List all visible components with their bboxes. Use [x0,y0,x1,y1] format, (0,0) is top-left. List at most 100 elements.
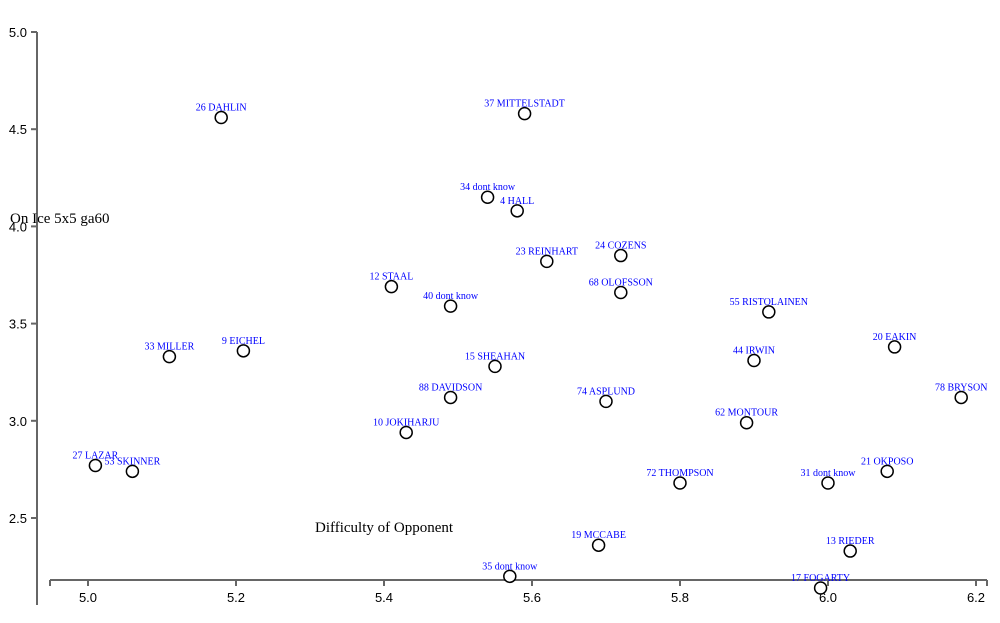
data-point[interactable]: 13 RIEDER [826,536,875,558]
point-label: 37 MITTELSTADT [484,99,565,110]
y-tick-label: 3.0 [9,414,27,429]
data-point[interactable]: 21 OKPOSO [861,456,914,479]
point-marker[interactable] [443,390,458,405]
point-marker[interactable] [125,464,140,479]
data-point[interactable]: 26 DAHLIN [196,103,247,125]
data-point[interactable]: 88 DAVIDSON [419,382,482,405]
x-tick-label: 6.2 [967,590,985,605]
point-marker[interactable] [503,569,517,584]
point-marker[interactable] [162,349,177,364]
point-label: 31 dont know [801,468,857,479]
data-point[interactable]: 20 EAKIN [873,332,917,354]
point-label: 24 COZENS [595,241,646,252]
data-point[interactable]: 17 FOGARTY [791,573,850,595]
point-marker[interactable] [880,464,894,479]
data-point[interactable]: 55 RISTOLAINEN [730,297,808,319]
y-tick-label: 3.5 [9,317,27,332]
point-marker[interactable] [887,340,902,354]
point-marker[interactable] [614,248,628,263]
point-marker[interactable] [399,425,413,440]
data-point[interactable]: 72 THOMPSON [646,468,714,490]
data-point[interactable]: 4 HALL [500,196,534,218]
point-label: 20 EAKIN [873,332,917,343]
point-marker[interactable] [821,476,835,490]
data-point[interactable]: 53 SKINNER [104,456,161,479]
point-marker[interactable] [236,344,251,358]
data-point[interactable]: 9 EICHEL [222,336,265,358]
data-point[interactable]: 35 dont know [482,561,538,584]
point-marker[interactable] [591,538,606,552]
x-tick-label: 5.4 [375,590,393,605]
point-label: 21 OKPOSO [861,456,914,467]
x-tick-label: 5.8 [671,590,689,605]
data-point[interactable]: 27 LAZAR [72,451,119,473]
data-point[interactable]: 74 ASPLUND [577,386,635,409]
data-point[interactable]: 12 STAAL [369,272,413,294]
point-label: 12 STAAL [369,272,413,283]
x-tick-label: 5.0 [79,590,97,605]
point-label: 40 dont know [423,291,479,302]
point-label: 78 BRYSON [935,382,988,393]
data-point[interactable]: 33 MILLER [145,342,195,364]
point-marker[interactable] [739,415,754,430]
point-label: 15 SHEAHAN [465,351,525,362]
y-tick-label: 5.0 [9,25,27,40]
point-label: 55 RISTOLAINEN [730,297,808,308]
point-label: 68 OLOFSSON [589,277,653,288]
data-point[interactable]: 44 IRWIN [733,346,775,368]
point-marker[interactable] [384,279,399,294]
point-marker[interactable] [843,544,857,558]
point-marker[interactable] [443,299,458,313]
point-label: 10 JOKIHARJU [373,417,440,428]
data-points: 26 DAHLIN 37 MITTELSTADT 34 dont know 4 HAL… [72,99,988,595]
point-label: 9 EICHEL [222,336,265,347]
point-marker[interactable] [488,359,502,374]
point-label: 17 FOGARTY [791,573,850,584]
point-label: 4 HALL [500,196,534,207]
point-label: 27 LAZAR [72,451,118,462]
data-point[interactable]: 68 OLOFSSON [589,277,653,300]
point-marker[interactable] [480,190,495,204]
data-point[interactable]: 37 MITTELSTADT [484,99,565,121]
point-label: 33 MILLER [145,342,195,353]
data-point[interactable]: 19 MCCABE [571,530,626,552]
point-marker[interactable] [762,305,776,319]
y-axis-title: On Ice 5x5 ga60 [10,211,110,227]
point-label: 88 DAVIDSON [419,382,482,393]
data-point[interactable]: 31 dont know [801,468,857,490]
point-label: 23 REINHART [516,246,578,257]
point-marker[interactable] [614,285,628,300]
point-label: 62 MONTOUR [715,408,778,419]
point-marker[interactable] [747,353,761,368]
x-tick-label: 5.2 [227,590,245,605]
point-marker[interactable] [540,254,554,269]
y-tick-label: 2.5 [9,511,27,526]
x-tick-label: 5.6 [523,590,541,605]
point-marker[interactable] [510,204,524,218]
data-point[interactable]: 10 JOKIHARJU [373,417,440,440]
x-axis-title: Difficulty of Opponent [315,520,454,536]
point-label: 72 THOMPSON [646,468,713,479]
point-marker[interactable] [673,476,687,490]
point-marker[interactable] [954,390,968,405]
point-label: 13 RIEDER [826,536,875,547]
data-point[interactable]: 15 SHEAHAN [465,351,525,374]
point-label: 26 DAHLIN [196,103,247,114]
point-label: 35 dont know [482,561,538,572]
y-axis-ticks: 2.5 3.0 3.5 4.0 4.5 5.0 [9,25,37,526]
point-marker[interactable] [813,581,828,595]
point-marker[interactable] [599,394,613,409]
y-tick-label: 4.0 [9,219,27,234]
data-point[interactable]: 78 BRYSON [935,382,988,405]
data-point[interactable]: 24 COZENS [595,241,647,263]
data-point[interactable]: 62 MONTOUR [715,408,778,430]
point-marker[interactable] [517,106,532,121]
point-label: 74 ASPLUND [577,386,635,397]
data-point[interactable]: 34 dont know [460,182,516,204]
data-point[interactable]: 40 dont know [423,291,479,313]
point-marker[interactable] [214,110,228,125]
data-point[interactable]: 23 REINHART [516,246,578,269]
point-label: 34 dont know [460,182,516,193]
point-marker[interactable] [88,458,103,473]
